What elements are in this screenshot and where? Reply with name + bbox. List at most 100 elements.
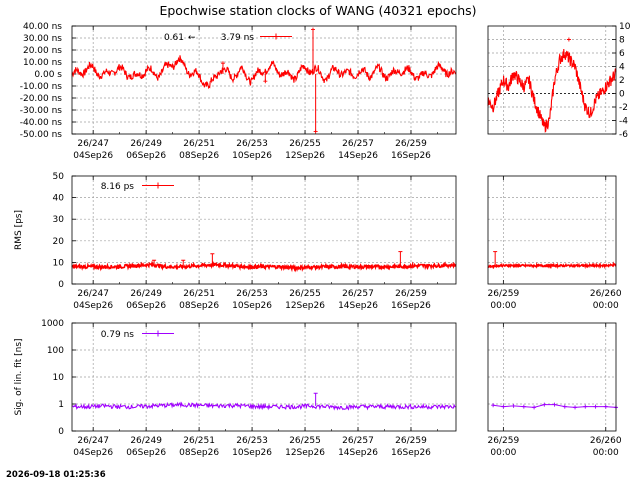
rms-main-xtick-date: 14Sep26 [338,301,378,311]
clock-zoom-ytick-label: 4 [619,63,625,73]
rms-main-xtick-date: 06Sep26 [126,301,166,311]
rms-main-xtick-label: 26/251 [183,289,215,299]
clock-main-xtick-label: 26/257 [342,139,374,149]
sig-main-ytick-label: 1000 [41,319,64,329]
sig-main-xtick-date: 08Sep26 [179,448,219,458]
sig-main-frame [71,322,457,432]
clock-main-ytick-label: -40.00 ns [20,118,63,128]
clock-main-ytick-label: -30.00 ns [20,106,63,116]
sig-zoom-xtick-label: 26/259 [488,436,520,446]
sig-main-xtick-date: 04Sep26 [73,448,113,458]
rms-main-xtick-label: 26/253 [236,289,268,299]
chart-title: Epochwise station clocks of WANG (40321 … [159,3,476,18]
rms-main-xtick-label: 26/247 [77,289,109,299]
rms-main-xtick-date: 08Sep26 [179,301,219,311]
sig-main-xtick-label: 26/255 [289,436,321,446]
sig-zoom-point [501,404,506,409]
clock-main-xtick-label: 26/255 [289,139,321,149]
sig-main-xtick-date: 14Sep26 [338,448,378,458]
clock-main-outlier-point [310,27,315,32]
clock-zoom-ytick-label: 0 [619,90,625,100]
rms-main-ylabel: RMS [ps] [14,210,24,250]
clock-main-xtick-label: 26/259 [395,139,427,149]
clock-main-ytick-label: 0.00 s [34,70,62,80]
sig-zoom-point [532,405,537,410]
sig-main-xtick-label: 26/253 [236,436,268,446]
sig-main-xtick-date: 10Sep26 [232,448,272,458]
sig-main-ytick-label: 1 [58,400,64,410]
clock-main-outlier-point [220,61,225,66]
rms-zoom-xtick-label: 26/260 [590,289,622,299]
sig-zoom-xtick-date: 00:00 [593,448,619,458]
clock-main-ytick-label: -50.00 ns [20,130,63,140]
rms-main-frame [71,175,457,285]
sig-zoom-point [552,402,557,407]
sig-main-series-line [71,401,456,411]
clock-main-legend-label-1: 0.61 [164,33,184,43]
rms-main-ytick-label: 40 [53,194,65,204]
clock-zoom-ytick-label: -2 [619,103,628,113]
rms-main-xtick-date: 04Sep26 [73,301,113,311]
sig-zoom-point [573,405,578,410]
rms-main-legend-label: 8.16 ps [101,182,135,192]
clock-main-ytick-label: 10.00 ns [23,58,62,68]
rms-zoom-frame [487,175,617,285]
clock-zoom-series-line [487,48,617,133]
clock-zoom-ytick-label: 6 [619,49,625,59]
sig-main-xtick-date: 16Sep26 [391,448,431,458]
sig-zoom-xtick-label: 26/260 [590,436,622,446]
clock-zoom-ytick-label: 2 [619,76,625,86]
sig-zoom-point [542,402,547,407]
clock-main-xtick-label: 26/251 [183,139,215,149]
clock-main-legend-label-2: 3.79 ns [221,33,255,43]
clock-zoom-ytick-label: 8 [619,36,625,46]
rms-zoom-series-line [487,261,617,270]
clock-main-outlier-point [263,79,268,84]
clock-main-xtick-label: 26/249 [130,139,162,149]
rms-main-xtick-date: 12Sep26 [285,301,325,311]
sig-zoom-point [593,404,598,409]
clock-main-ytick-label: -10.00 ns [20,82,63,92]
clock-main-frame [71,25,457,135]
sig-main-xtick-label: 26/249 [130,436,162,446]
clock-main-xtick-label: 26/253 [236,139,268,149]
sig-zoom-frame [487,322,617,432]
sig-main-legend-label: 0.79 ns [101,330,135,340]
clock-main-xtick-date: 12Sep26 [285,151,325,161]
timestamp: 2026-09-18 01:25:36 [6,470,106,480]
rms-main-ytick-label: 30 [53,215,65,225]
sig-main-xtick-label: 26/251 [183,436,215,446]
rms-main-ytick-label: 20 [53,237,65,247]
sig-zoom-point [511,403,516,408]
clock-main-ytick-label: -20.00 ns [20,94,63,104]
sig-zoom-point [603,404,608,409]
sig-zoom-point [491,403,496,408]
rms-main-xtick-date: 10Sep26 [232,301,272,311]
sig-zoom-xtick-date: 00:00 [490,448,516,458]
clock-zoom-frame [487,25,617,135]
clock-main-xtick-date: 08Sep26 [179,151,219,161]
clock-main-series-line [71,55,457,90]
sig-main-xtick-date: 12Sep26 [285,448,325,458]
clock-zoom-ytick-label: -6 [619,130,628,140]
rms-main-ytick-label: 50 [53,172,65,182]
clock-main-xtick-date: 16Sep26 [391,151,431,161]
sig-main-ytick-label: 0 [58,427,64,437]
clock-main-xtick-date: 04Sep26 [73,151,113,161]
rms-main-xtick-label: 26/257 [342,289,374,299]
rms-main-xtick-label: 26/249 [130,289,162,299]
rms-zoom-xtick-date: 00:00 [593,301,619,311]
rms-main-xtick-date: 16Sep26 [391,301,431,311]
sig-main-xtick-date: 06Sep26 [126,448,166,458]
sig-zoom-point [562,404,567,409]
rms-zoom-xtick-date: 00:00 [490,301,516,311]
rms-main-ytick-label: 10 [53,258,65,268]
sig-main-xtick-label: 26/259 [395,436,427,446]
clock-main-xtick-label: 26/247 [77,139,109,149]
sig-zoom-point [521,404,526,409]
clock-main-ytick-label: 30.00 ns [23,34,62,44]
clock-zoom-outlier-point [566,37,571,42]
clock-zoom-ytick-label: 10 [619,22,631,32]
clock-main-legend-symbol-1: ← [188,33,196,43]
